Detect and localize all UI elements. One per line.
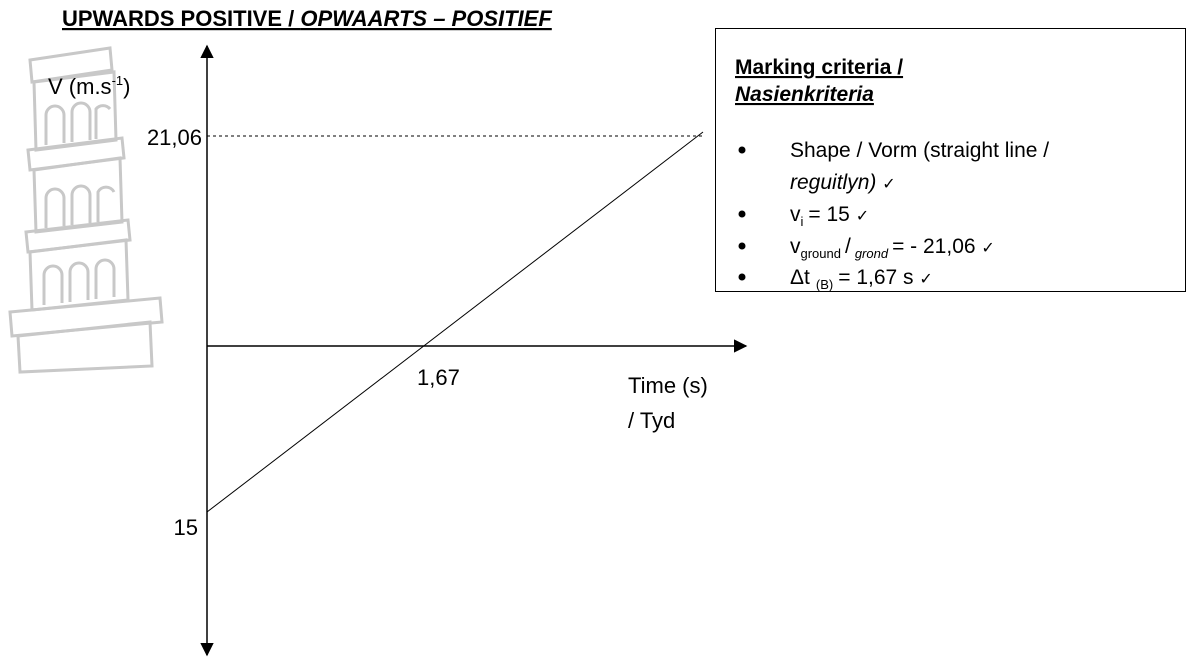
page: Velocity-time graph memo html, body { ma… <box>0 0 1186 657</box>
subscript: i <box>801 214 804 229</box>
x-axis-label: / Tyd <box>628 408 675 433</box>
symbol: v <box>790 203 801 226</box>
subscript-italic: grond <box>855 246 889 261</box>
y-mark: 21,06 <box>147 125 202 150</box>
graph-line <box>207 132 703 512</box>
tick: ✓ <box>882 176 895 193</box>
criterion: reguitlyn) ✓ <box>790 171 896 194</box>
criteria-title: Marking criteria / <box>735 56 903 79</box>
y-mark: 15 <box>174 515 198 540</box>
y-axis-label: V (m.s-1) <box>48 73 130 99</box>
criterion-text: = - 21,06 <box>892 235 975 258</box>
y-label-end: ) <box>123 74 130 99</box>
x-mark: 1,67 <box>417 365 460 390</box>
symbol: Δt <box>790 266 810 289</box>
heading-text: UPWARDS POSITIVE / <box>62 6 300 31</box>
criterion-text: = 15 <box>808 203 849 226</box>
x-axis-label: Time (s) <box>628 373 708 398</box>
bullet <box>739 274 746 281</box>
separator: / <box>845 235 851 258</box>
subscript: ground <box>801 246 841 261</box>
criteria-title-italic: Nasienkriteria <box>735 83 874 106</box>
tick: ✓ <box>919 271 932 288</box>
y-label-text: V (m.s <box>48 74 112 99</box>
criterion-italic: reguitlyn) <box>790 171 876 194</box>
page-body: {"heading": {"text": "UPWARDS POSITIVE /… <box>0 0 1186 657</box>
bullet <box>739 243 746 250</box>
diagram: UPWARDS POSITIVE / OPWAARTS – POSITIEF V… <box>0 0 1186 657</box>
criterion-text: = 1,67 s <box>838 266 913 289</box>
bullet <box>739 147 746 154</box>
tick: ✓ <box>981 240 994 257</box>
heading-italic: OPWAARTS – POSITIEF <box>300 6 552 31</box>
criterion: Shape / Vorm (straight line / <box>790 139 1049 162</box>
heading: UPWARDS POSITIVE / OPWAARTS – POSITIEF <box>62 6 552 31</box>
tick: ✓ <box>856 208 869 225</box>
y-label-sup: -1 <box>112 73 124 88</box>
subscript: (B) <box>816 277 833 292</box>
bullet <box>739 211 746 218</box>
symbol: v <box>790 235 801 258</box>
